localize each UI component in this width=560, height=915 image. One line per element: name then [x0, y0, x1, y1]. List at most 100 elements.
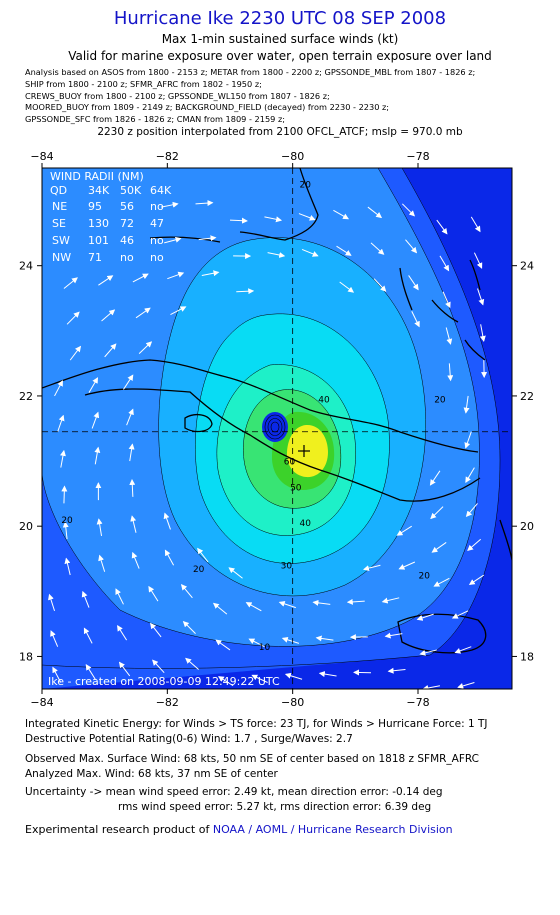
- wind-arrow: [398, 561, 416, 570]
- wind-arrow: [236, 288, 255, 295]
- wind-arrow: [101, 309, 116, 322]
- wind-arrow: [66, 311, 80, 325]
- wind-arrow: [217, 676, 234, 687]
- wind-arrow: [370, 242, 385, 255]
- wind-radii-header: QD: [50, 184, 67, 197]
- wind-arrow: [411, 311, 420, 328]
- wind-arrow: [381, 597, 400, 604]
- wind-arrow: [433, 577, 450, 587]
- wind-arrow: [362, 564, 381, 572]
- exposure-note: Valid for marine exposure over water, op…: [68, 49, 492, 63]
- contour-label: 40: [299, 519, 311, 529]
- wind-arrow: [215, 639, 231, 651]
- x-tick-label-top: −78: [406, 150, 429, 163]
- credit-prefix: Experimental research product of: [25, 823, 210, 836]
- wind-arrow: [429, 470, 441, 486]
- wind-arrow: [401, 203, 416, 217]
- coast-isla-juventud: [184, 413, 213, 433]
- credit-line: Experimental research product of NOAA / …: [25, 823, 453, 836]
- contour-label: 20: [193, 565, 205, 575]
- wind-arrow: [160, 201, 179, 208]
- analysis-sources: Analysis based on ASOS from 1800 - 2153 …: [25, 67, 545, 126]
- wind-arrow: [195, 200, 214, 207]
- created-label: Ike - created on 2008-09-09 12:49:22 UTC: [48, 675, 280, 688]
- wind-radii-row: SE 130 72 47: [52, 217, 164, 230]
- wind-radii-row: NW 71 no no: [52, 251, 164, 264]
- coast-haiti: [499, 519, 512, 561]
- wind-arrow: [57, 414, 65, 432]
- contour-label: 60: [284, 457, 296, 467]
- credit-org-link[interactable]: NOAA / AOML / Hurricane Research Divisio…: [212, 823, 453, 836]
- wind-arrow: [463, 395, 470, 414]
- wind-arrow: [180, 583, 193, 599]
- wind-arrow: [264, 216, 283, 223]
- wind-arrow: [128, 443, 135, 462]
- wind-arrow: [164, 549, 175, 566]
- wind-arrow: [228, 567, 243, 579]
- wind-arrow: [52, 666, 62, 683]
- contour-label: 30: [281, 562, 293, 572]
- wind-arrow: [457, 682, 475, 689]
- wind-arrow: [117, 624, 128, 641]
- wind-radii-cell: SW: [52, 234, 70, 247]
- wind-radii-cell: 130: [88, 217, 109, 230]
- contour-30: [42, 168, 480, 647]
- y-tick-label-right: 18: [520, 650, 534, 663]
- wind-arrow: [384, 632, 403, 639]
- wind-arrow: [48, 593, 56, 612]
- wind-arrow: [422, 685, 441, 689]
- wind-arrow: [62, 521, 69, 540]
- wind-arrow: [318, 671, 337, 678]
- wind-arrow: [50, 630, 59, 647]
- wind-arrow: [197, 547, 209, 563]
- wind-arrow: [212, 602, 228, 615]
- uncertainty-line-1: Uncertainty -> mean wind speed error: 2.…: [25, 786, 443, 798]
- wind-arrow: [312, 599, 331, 606]
- x-tick-label-bottom: −82: [156, 696, 179, 709]
- x-tick-label-bottom: −78: [406, 696, 429, 709]
- contour-20: [401, 168, 501, 656]
- wind-arrow: [451, 610, 469, 619]
- wind-arrow: [182, 620, 196, 634]
- wind-radii-header: 50K: [120, 184, 142, 197]
- wind-arrow: [152, 659, 165, 674]
- position-note: 2230 z position interpolated from 2100 O…: [97, 126, 463, 138]
- wind-arrow: [284, 672, 303, 680]
- wind-arrow: [445, 327, 453, 345]
- wind-arrow: [468, 574, 485, 586]
- wind-radii-row: SW 101 46 no: [52, 234, 164, 247]
- y-tick-label-left: 20: [19, 520, 33, 533]
- wind-arrow: [447, 363, 454, 382]
- wind-arrow: [479, 324, 486, 342]
- wind-arrow: [126, 408, 134, 426]
- ike-line: Integrated Kinetic Energy: for Winds > T…: [25, 718, 488, 730]
- chart-title: Hurricane Ike 2230 UTC 08 SEP 2008: [113, 8, 447, 29]
- y-tick-label-left: 22: [19, 390, 33, 403]
- wind-arrow: [83, 627, 93, 644]
- wind-field-map: 10 20 20 20 20 20 30 40 40 50 60 WIND RADII (NM) Q…: [19, 150, 534, 709]
- x-tick-label-top: −80: [281, 150, 304, 163]
- contour-70: [243, 389, 342, 509]
- wind-arrow: [298, 213, 316, 221]
- wind-arrow: [336, 245, 352, 256]
- contour-label: 20: [61, 516, 73, 526]
- y-tick-label-left: 24: [19, 260, 33, 273]
- wind-arrow: [104, 343, 117, 358]
- wind-arrow: [123, 374, 134, 390]
- wind-arrow: [416, 613, 434, 621]
- wind-radii-cell: NE: [52, 200, 67, 213]
- wind-arrow: [60, 449, 66, 468]
- contour-label: 50: [290, 483, 302, 493]
- wind-arrow: [467, 538, 481, 551]
- max-wind-marker: [298, 445, 310, 457]
- wind-arrow: [115, 588, 124, 605]
- wind-arrow: [278, 600, 296, 609]
- wind-arrow: [69, 345, 82, 361]
- wind-arrow: [454, 646, 472, 654]
- x-tick-label-top: −82: [156, 150, 179, 163]
- center-crosshair: [42, 168, 512, 689]
- wind-arrow: [267, 252, 286, 258]
- wind-arrow: [198, 235, 217, 242]
- coast-cuba-south: [84, 388, 481, 502]
- contour-label: 40: [318, 395, 330, 405]
